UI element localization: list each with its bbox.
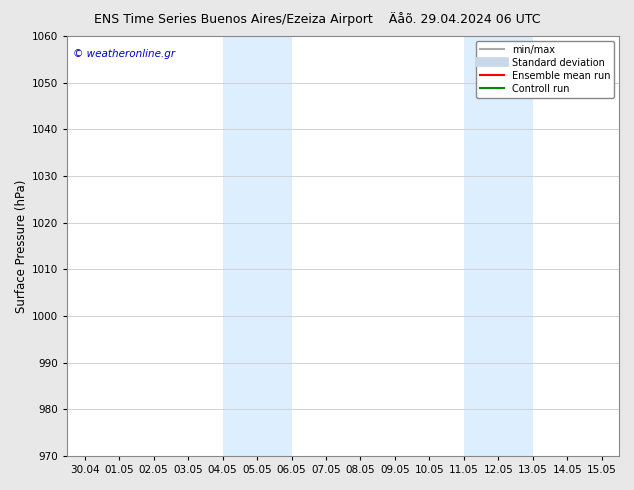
Bar [464,36,533,456]
Text: ENS Time Series Buenos Aires/Ezeiza Airport    Äåõ. 29.04.2024 06 UTC: ENS Time Series Buenos Aires/Ezeiza Airp… [94,12,540,26]
Y-axis label: Surface Pressure (hPa): Surface Pressure (hPa) [15,179,28,313]
Legend: min/max, Standard deviation, Ensemble mean run, Controll run: min/max, Standard deviation, Ensemble me… [476,41,614,98]
Bar [223,36,292,456]
Text: © weatheronline.gr: © weatheronline.gr [73,49,175,59]
